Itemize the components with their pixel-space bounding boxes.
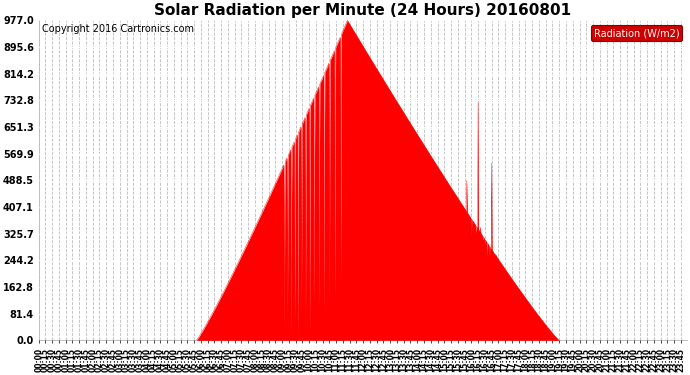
Legend: Radiation (W/m2): Radiation (W/m2) — [591, 25, 682, 41]
Title: Solar Radiation per Minute (24 Hours) 20160801: Solar Radiation per Minute (24 Hours) 20… — [155, 3, 571, 18]
Text: Copyright 2016 Cartronics.com: Copyright 2016 Cartronics.com — [42, 24, 194, 33]
